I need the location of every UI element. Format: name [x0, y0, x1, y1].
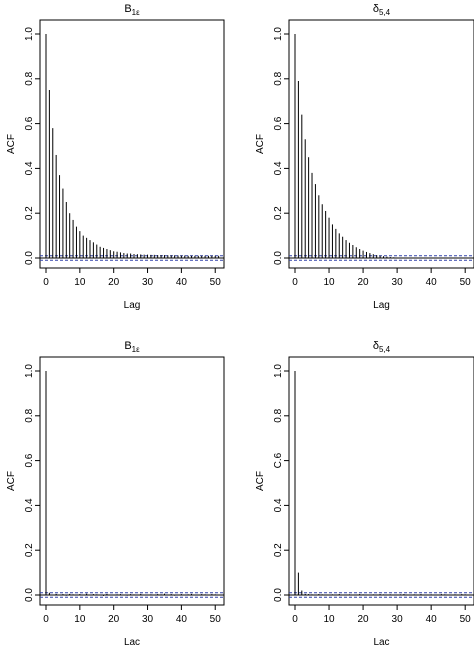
x-tick-label: 40	[426, 614, 438, 625]
y-tick-label: 1.0	[24, 27, 35, 41]
y-tick-label: 0.4	[24, 161, 35, 175]
x-tick-label: 30	[142, 277, 154, 288]
y-axis-label: ACF	[255, 471, 266, 491]
y-tick-label: 0.6	[24, 116, 35, 130]
y-tick-label: C.6	[273, 452, 284, 468]
panel-title: δ5,4	[373, 340, 391, 354]
x-tick-label: 40	[176, 614, 188, 625]
x-axis-label: Lac	[373, 637, 389, 648]
acf-panel-4: δ5,4 0.0 0.2 0.4 C.6 0.8 1.0 0 10 20 30 40 50 Lac ACF	[255, 340, 474, 648]
y-tick-label: 0.6	[273, 116, 284, 130]
y-tick-label: 0.8	[24, 71, 35, 85]
y-tick-label: 0.8	[273, 71, 284, 85]
x-tick-label: 10	[323, 614, 335, 625]
panel-title: B1ε	[124, 340, 140, 354]
y-tick-label: 0.2	[24, 206, 35, 220]
x-tick-label: 20	[358, 277, 370, 288]
x-tick-label: 40	[176, 277, 188, 288]
x-tick-label: 30	[392, 277, 404, 288]
x-axis-label: Lac	[124, 637, 140, 648]
y-tick-label: 0.2	[273, 543, 284, 557]
x-tick-label: 10	[74, 277, 86, 288]
x-tick-label: 10	[74, 614, 86, 625]
panel-title: δ5,4	[373, 3, 391, 17]
x-tick-label: 50	[210, 614, 222, 625]
plot-frame	[39, 19, 225, 269]
y-tick-label: 0.0	[24, 251, 35, 265]
x-tick-label: 10	[323, 277, 335, 288]
y-tick-label: 0.4	[24, 498, 35, 512]
plot-frame	[288, 19, 474, 269]
y-tick-label: 1.0	[273, 364, 284, 378]
x-tick-label: 50	[460, 614, 472, 625]
y-tick-label: 0.2	[273, 206, 284, 220]
x-tick-label: 0	[43, 614, 49, 625]
y-tick-label: 0.8	[24, 408, 35, 422]
y-axis-label: ACF	[6, 134, 17, 154]
y-tick-label: 0.4	[273, 161, 284, 175]
x-axis-label: Lag	[124, 300, 141, 311]
panel-title: B1ε	[124, 3, 140, 17]
acf-panel-1: B1ε 0.0 0.2 0.4 0.6 0.8 1.0 0 10 20 30 40 50 Lag ACF	[6, 3, 225, 311]
plot-frame	[288, 356, 474, 606]
y-tick-label: 1.0	[273, 27, 284, 41]
x-tick-label: 50	[460, 277, 472, 288]
acf-panel-3: B1ε 0.0 0.2 0.4 0.6 0.8 1.0 0 10 20 30 40 50 Lac ACF	[6, 340, 225, 648]
y-tick-label: 0.4	[273, 498, 284, 512]
x-tick-label: 40	[426, 277, 438, 288]
x-tick-label: 0	[292, 614, 298, 625]
x-tick-label: 0	[43, 277, 49, 288]
plot-frame	[39, 356, 225, 606]
y-tick-label: 0.6	[24, 453, 35, 467]
y-tick-label: 0.0	[273, 251, 284, 265]
y-axis-label: ACF	[255, 134, 266, 154]
x-tick-label: 20	[108, 614, 120, 625]
x-tick-label: 20	[108, 277, 120, 288]
y-axis-label: ACF	[6, 471, 17, 491]
y-tick-label: 0.2	[24, 543, 35, 557]
x-tick-label: 0	[292, 277, 298, 288]
y-tick-label: 1.0	[24, 364, 35, 378]
x-tick-label: 50	[210, 277, 222, 288]
x-tick-label: 30	[392, 614, 404, 625]
x-tick-label: 30	[142, 614, 154, 625]
acf-panel-2: δ5,4 0.0 0.2 0.4 0.6 0.8 1.0 0 10 20 30 40 50 Lag ACF	[255, 3, 474, 311]
x-axis-label: Lag	[373, 300, 390, 311]
y-tick-label: 0.8	[273, 408, 284, 422]
x-tick-label: 20	[358, 614, 370, 625]
y-tick-label: 0.0	[273, 588, 284, 602]
y-tick-label: 0.0	[24, 588, 35, 602]
